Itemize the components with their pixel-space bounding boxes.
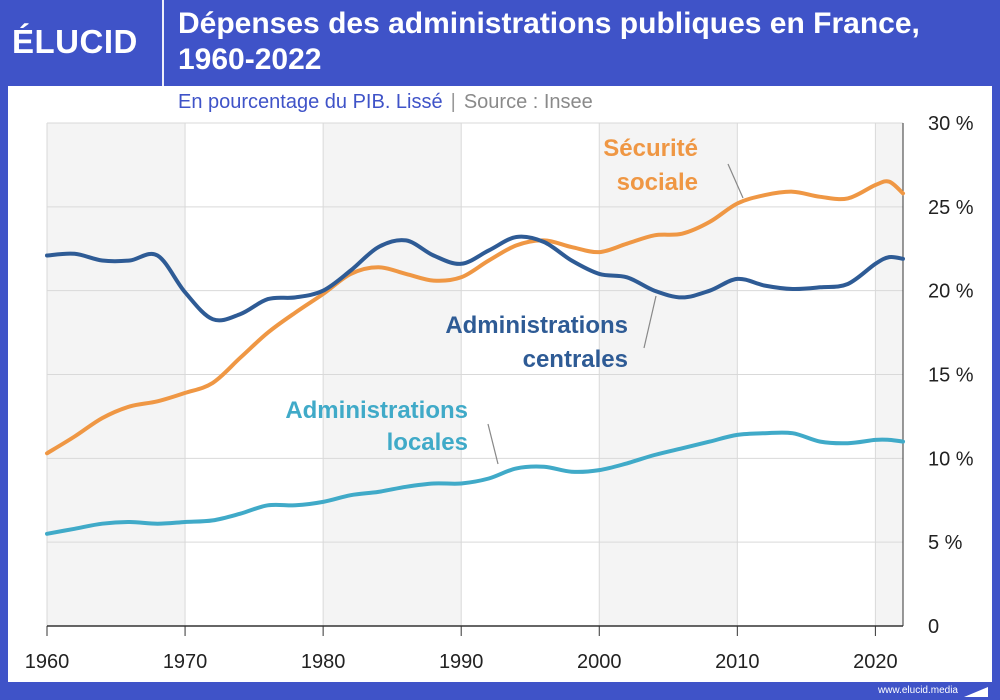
- source-text: Source : Insee: [463, 91, 593, 113]
- line-chart: 0 5 % 10 % 15 % 20 % 25 % 30 % 1960 1970 1980 1990…: [25, 113, 974, 673]
- y-tick-label: 20 %: [928, 281, 974, 303]
- y-tick-label: 15 %: [928, 365, 974, 387]
- leader-line: [487, 423, 499, 465]
- footer-url: www.elucid.media: [877, 685, 958, 696]
- brand-logo: ÉLUCID: [12, 23, 138, 60]
- y-tick-label: 5 %: [928, 532, 963, 554]
- x-tick-label: 2010: [715, 651, 760, 673]
- label-securite-sociale-line-1: Sécurité: [603, 135, 698, 162]
- label-leaders: [487, 163, 744, 465]
- grid-lines: [46, 122, 903, 626]
- x-tick-label: 1990: [439, 651, 484, 673]
- x-tick-label: 1970: [163, 651, 208, 673]
- subtitle-separator: |: [450, 91, 456, 113]
- x-tick-label: 2020: [853, 651, 898, 673]
- leader-line: [643, 295, 657, 349]
- header: ÉLUCID Dépenses des administrations publ…: [0, 0, 1000, 86]
- label-administrations-locales-line-1: Administrations: [285, 397, 468, 424]
- label-administrations-centrales-line-2: centrales: [523, 346, 628, 373]
- chart-title: Dépenses des administrations publiques e…: [178, 7, 920, 76]
- series-line-administrations-centrales: [45, 234, 905, 323]
- y-tick-label: 30 %: [928, 113, 974, 135]
- header-divider: [162, 0, 164, 86]
- leader-line: [727, 163, 744, 199]
- label-administrations-centrales-line-1: Administrations: [445, 312, 628, 339]
- label-securite-sociale-line-2: sociale: [617, 169, 698, 196]
- axes: 0 5 % 10 % 15 % 20 % 25 % 30 % 1960 1970 1980 1990…: [25, 113, 974, 673]
- y-tick-label: 25 %: [928, 197, 974, 219]
- series-lines: [45, 179, 905, 536]
- series-line-administrations-locales: [45, 430, 905, 536]
- chart-subtitle: En pourcentage du PIB. Lissé | Source : In…: [178, 89, 593, 115]
- series-labels: Sécurité sociale Administrations centrales A…: [285, 135, 698, 456]
- y-tick-label: 10 %: [928, 448, 974, 470]
- x-tick-label: 1980: [301, 651, 346, 673]
- x-tick-label: 1960: [25, 651, 70, 673]
- label-administrations-locales-line-2: locales: [387, 429, 468, 456]
- x-tick-label: 2000: [577, 651, 622, 673]
- brand-mark-icon: [964, 687, 988, 697]
- chart-panel: 0 5 % 10 % 15 % 20 % 25 % 30 % 1960 1970 1980 1990…: [8, 86, 992, 682]
- subtitle-text: En pourcentage du PIB. Lissé: [178, 91, 443, 113]
- series-line-securite-sociale: [45, 179, 905, 456]
- y-tick-label: 0: [928, 616, 939, 638]
